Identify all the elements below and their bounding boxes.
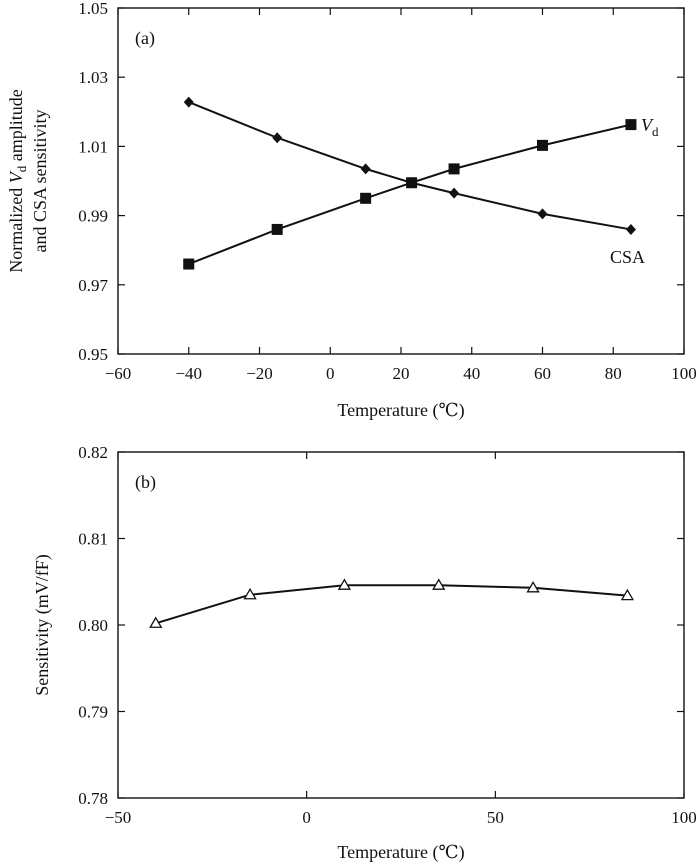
- data-point-diamond: [406, 177, 417, 189]
- series-label-csa: CSA: [610, 247, 645, 267]
- panel-label: (a): [135, 28, 155, 49]
- y-tick-label: 1.01: [78, 137, 108, 156]
- x-tick-label: 100: [671, 808, 697, 827]
- series-label-vd-sub: d: [652, 124, 659, 139]
- y-axis-title-line1: Normalized Vd amplitude: [6, 89, 29, 272]
- data-point-square: [625, 119, 637, 131]
- y-tick-label: 0.78: [78, 789, 108, 808]
- y-axis-title-line2: and CSA sensitivity: [30, 109, 50, 252]
- x-tick-label: −40: [175, 364, 202, 383]
- y-tick-label: 0.95: [78, 345, 108, 364]
- data-point-triangle: [432, 578, 446, 590]
- y-axis-title-prefix: Normalized: [6, 183, 26, 272]
- x-tick-label: −60: [105, 364, 132, 383]
- data-point-triangle: [620, 588, 635, 601]
- x-tick-label: 50: [487, 808, 504, 827]
- data-point-diamond: [183, 96, 194, 108]
- data-point-square: [537, 139, 548, 151]
- data-point-triangle: [149, 616, 163, 628]
- x-tick-label: −50: [105, 808, 132, 827]
- data-point-diamond: [272, 132, 283, 144]
- data-point-diamond: [360, 163, 371, 175]
- y-tick-label: 1.05: [78, 0, 108, 18]
- y-tick-label: 0.79: [78, 703, 108, 722]
- series-line: [188, 123, 632, 265]
- y-tick-label: 0.80: [78, 616, 108, 635]
- y-axis-title: Normalized Vd amplitude and CSA sensitivi…: [6, 89, 50, 272]
- data-point-triangle: [243, 587, 257, 600]
- y-tick-label: 1.03: [78, 68, 108, 87]
- x-tick-label: 80: [605, 364, 622, 383]
- data-point-diamond: [449, 187, 460, 199]
- data-point-square: [360, 192, 372, 204]
- data-point-square: [271, 223, 283, 235]
- series-label-vd: Vd: [641, 115, 659, 139]
- x-axis-title: Temperature (℃): [337, 842, 464, 862]
- y-tick-label: 0.97: [78, 276, 108, 295]
- x-axis-title: Temperature (℃): [337, 400, 464, 421]
- y-tick-label: 0.81: [78, 530, 108, 549]
- series-label-vd-var: V: [641, 115, 654, 135]
- x-tick-label: 60: [534, 364, 551, 383]
- y-axis-title-sub: d: [14, 165, 29, 172]
- data-point-diamond: [537, 208, 548, 220]
- x-tick-label: 0: [302, 808, 311, 827]
- series-line: [188, 101, 632, 231]
- x-tick-label: 100: [671, 364, 697, 383]
- y-tick-label: 0.82: [78, 443, 108, 462]
- data-point-diamond: [625, 223, 636, 235]
- data-point-triangle: [337, 578, 352, 590]
- panel-label: (b): [135, 472, 156, 493]
- y-axis-title-suffix: amplitude: [6, 89, 26, 165]
- y-axis-title-var: V: [6, 170, 26, 183]
- data-point-square: [183, 258, 195, 270]
- x-tick-label: −20: [246, 364, 273, 383]
- chart-a: −60 −40 −20 0 20 40 60 80 100 0.95 0.97 0.99 1.01 1.0…: [6, 0, 697, 421]
- data-point-triangle: [526, 581, 540, 593]
- y-axis-title: Sensitivity (mV/fF): [32, 554, 53, 696]
- y-tick-label: 0.99: [78, 207, 108, 226]
- chart-b: −50 0 50 100 0.78 0.79 0.80 0.81 0.82 Temperature…: [32, 443, 697, 862]
- plot-frame: [117, 7, 685, 355]
- x-tick-label: 0: [326, 364, 335, 383]
- series-line: [155, 584, 628, 625]
- plot-frame: [117, 451, 685, 799]
- y-axis-title-text: Sensitivity (mV/fF): [32, 554, 53, 696]
- data-point-square: [448, 163, 460, 175]
- x-tick-label: 40: [463, 364, 480, 383]
- x-tick-label: 20: [393, 364, 410, 383]
